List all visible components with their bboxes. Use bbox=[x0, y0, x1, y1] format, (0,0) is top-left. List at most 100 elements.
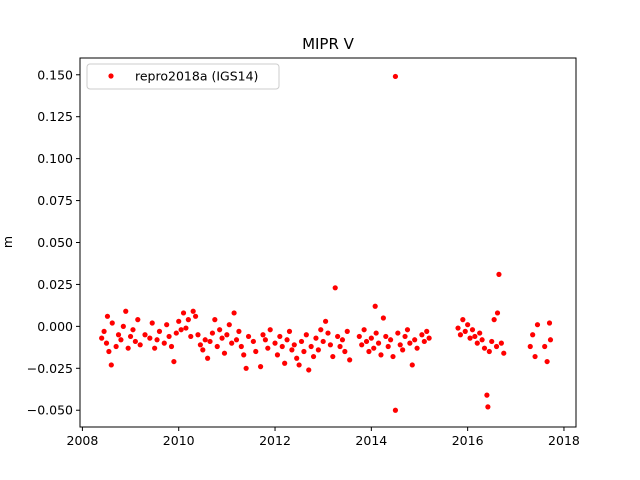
data-point bbox=[229, 340, 235, 346]
data-point bbox=[154, 337, 160, 343]
data-point bbox=[257, 364, 264, 370]
data-point bbox=[465, 322, 471, 328]
data-point bbox=[409, 362, 415, 368]
data-point bbox=[147, 335, 153, 341]
data-point bbox=[195, 332, 201, 338]
data-point bbox=[385, 343, 391, 350]
data-point bbox=[296, 362, 302, 368]
data-point bbox=[245, 333, 252, 340]
data-point bbox=[286, 328, 293, 334]
data-point bbox=[267, 327, 273, 333]
data-point bbox=[188, 333, 194, 340]
data-point bbox=[327, 342, 334, 348]
data-point bbox=[474, 340, 480, 346]
data-point bbox=[344, 328, 350, 334]
y-tick-label: −0.025 bbox=[27, 361, 73, 376]
data-point bbox=[277, 333, 283, 340]
data-point bbox=[375, 340, 382, 346]
data-point bbox=[306, 367, 312, 373]
x-tick-label: 2016 bbox=[452, 433, 484, 448]
data-point bbox=[544, 358, 550, 365]
legend-label: repro2018a (IGS14) bbox=[135, 69, 258, 84]
data-point bbox=[221, 350, 228, 356]
data-point bbox=[484, 392, 490, 398]
data-point bbox=[265, 345, 271, 351]
data-point bbox=[472, 333, 478, 340]
data-point bbox=[481, 345, 488, 351]
data-point bbox=[197, 342, 203, 348]
data-point bbox=[279, 343, 285, 350]
chart-title: MIPR V bbox=[302, 35, 355, 53]
data-point bbox=[103, 340, 110, 346]
data-point bbox=[493, 343, 500, 350]
data-point bbox=[226, 322, 232, 328]
data-point bbox=[291, 342, 297, 348]
data-point bbox=[388, 337, 394, 343]
data-point bbox=[243, 365, 249, 371]
y-tick-label: −0.050 bbox=[27, 403, 73, 418]
data-point bbox=[108, 362, 114, 368]
data-point bbox=[294, 355, 300, 361]
data-point bbox=[168, 343, 175, 350]
data-point bbox=[282, 360, 288, 366]
data-point bbox=[253, 348, 259, 355]
data-point bbox=[527, 343, 533, 350]
data-point bbox=[274, 352, 281, 358]
data-point bbox=[190, 308, 196, 314]
y-axis-label: m bbox=[0, 236, 15, 248]
data-point bbox=[534, 322, 541, 328]
data-point bbox=[214, 343, 220, 350]
data-point bbox=[233, 337, 240, 343]
axes: 2008 2010 2012 2014 2016 2018 −0.050 −0.025 0.00… bbox=[27, 57, 580, 448]
data-point bbox=[313, 335, 319, 341]
legend-marker bbox=[108, 73, 114, 79]
data-point bbox=[371, 345, 377, 351]
data-point bbox=[325, 330, 331, 336]
data-point bbox=[383, 333, 389, 340]
data-point bbox=[183, 325, 189, 331]
data-point bbox=[530, 332, 536, 338]
data-point bbox=[366, 348, 372, 355]
data-point bbox=[359, 342, 365, 348]
data-point bbox=[412, 337, 418, 343]
data-point bbox=[496, 271, 502, 277]
y-tick-label: 0.050 bbox=[37, 235, 73, 250]
data-point bbox=[339, 337, 346, 343]
data-point bbox=[260, 332, 266, 338]
data-point bbox=[337, 343, 343, 350]
data-point bbox=[125, 345, 131, 351]
data-point bbox=[142, 332, 148, 338]
data-point bbox=[200, 347, 206, 353]
data-point bbox=[180, 310, 187, 316]
data-point bbox=[101, 328, 107, 334]
data-point bbox=[469, 327, 476, 333]
data-point bbox=[137, 342, 143, 348]
data-point bbox=[156, 328, 163, 334]
data-point bbox=[284, 337, 290, 343]
y-tick-label: 0.000 bbox=[37, 319, 73, 334]
x-tick-label: 2014 bbox=[355, 433, 387, 448]
data-point bbox=[130, 327, 136, 333]
data-point bbox=[342, 348, 348, 355]
y-tick-label: 0.125 bbox=[37, 109, 73, 124]
data-point bbox=[395, 330, 401, 336]
data-point bbox=[460, 317, 466, 323]
data-point bbox=[361, 327, 367, 333]
data-point bbox=[272, 340, 278, 346]
data-point bbox=[489, 338, 495, 345]
data-point bbox=[356, 333, 362, 340]
data-point bbox=[132, 338, 138, 345]
data-point bbox=[238, 343, 244, 350]
data-point bbox=[419, 332, 425, 338]
data-point bbox=[322, 318, 329, 324]
data-point bbox=[400, 347, 406, 353]
data-point bbox=[127, 333, 134, 340]
data-point bbox=[368, 335, 374, 341]
data-point bbox=[397, 342, 403, 348]
data-point bbox=[467, 335, 473, 341]
data-point bbox=[494, 310, 501, 316]
data-point bbox=[115, 332, 122, 338]
data-point bbox=[262, 337, 268, 343]
data-point bbox=[205, 355, 211, 361]
data-point bbox=[250, 338, 256, 345]
